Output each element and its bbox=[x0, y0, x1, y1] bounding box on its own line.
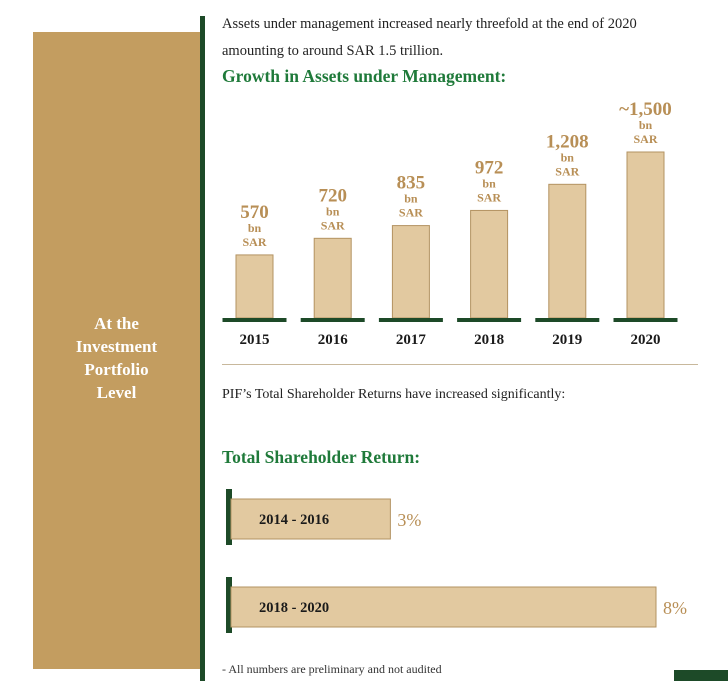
aum-category-label: 2016 bbox=[318, 332, 349, 348]
aum-chart-title: Growth in Assets under Management: bbox=[222, 66, 507, 86]
aum-unit-label: SAR bbox=[477, 190, 501, 204]
aum-unit-label: bn bbox=[326, 204, 340, 218]
aum-category-label: 2020 bbox=[631, 332, 661, 348]
aum-unit-label: SAR bbox=[555, 164, 579, 178]
tsr-bar-marker bbox=[226, 489, 232, 545]
aum-value-label: 1,208 bbox=[546, 131, 589, 152]
aum-bar bbox=[626, 151, 665, 319]
aum-baseline-segment bbox=[378, 318, 443, 322]
aum-category-label: 2018 bbox=[474, 332, 504, 348]
aum-category-label: 2017 bbox=[396, 332, 427, 348]
tsr-bar bbox=[230, 498, 391, 540]
sidebar-title-line: Level bbox=[96, 383, 137, 402]
aum-category-label: 2019 bbox=[552, 332, 582, 348]
tsr-value-label: 8% bbox=[663, 598, 687, 618]
aum-baseline-segment bbox=[535, 318, 600, 322]
aum-value-label: ~1,500 bbox=[619, 99, 672, 120]
sidebar-title: At the Investment Portfolio Level bbox=[33, 312, 200, 404]
tsr-bar-chart: 2014 - 2016 3% 2018 - 2020 8% bbox=[226, 489, 687, 633]
tsr-category-label: 2014 - 2016 bbox=[259, 512, 329, 528]
aum-unit-label: bn bbox=[482, 176, 496, 190]
intro-line-1: Assets under management increased nearly… bbox=[222, 16, 637, 32]
sidebar-title-line: Investment bbox=[75, 337, 158, 356]
sidebar-panel: At the Investment Portfolio Level bbox=[33, 32, 200, 669]
sidebar-title-line: Portfolio bbox=[84, 360, 149, 379]
aum-unit-label: SAR bbox=[399, 206, 423, 220]
aum-unit-label: bn bbox=[561, 150, 575, 164]
aum-unit-label: bn bbox=[639, 118, 653, 132]
aum-unit-label: SAR bbox=[321, 218, 345, 232]
aum-value-label: 972 bbox=[475, 157, 504, 178]
aum-baseline-segment bbox=[222, 318, 287, 322]
footnote: - All numbers are preliminary and not au… bbox=[222, 662, 442, 676]
aum-bar bbox=[391, 225, 430, 319]
aum-value-label: 720 bbox=[318, 185, 347, 206]
aum-bar bbox=[235, 254, 274, 319]
aum-unit-label: SAR bbox=[633, 132, 657, 146]
aum-bar bbox=[548, 183, 587, 319]
aum-bar-chart: 570bnSAR2015720bnSAR2016835bnSAR2017972b… bbox=[222, 99, 678, 348]
sidebar-title-line: At the bbox=[94, 314, 139, 333]
tsr-intro-text: PIF’s Total Shareholder Returns have inc… bbox=[222, 387, 566, 402]
tsr-value-label: 3% bbox=[397, 510, 421, 530]
aum-value-label: 835 bbox=[397, 173, 426, 194]
aum-baseline-segment bbox=[613, 318, 678, 322]
vertical-divider bbox=[200, 16, 205, 681]
tsr-category-label: 2018 - 2020 bbox=[259, 600, 329, 616]
aum-bar bbox=[313, 237, 352, 319]
aum-value-label: 570 bbox=[240, 202, 269, 223]
aum-bar bbox=[470, 209, 509, 319]
aum-category-label: 2015 bbox=[240, 332, 270, 348]
section-divider bbox=[222, 364, 698, 365]
intro-line-2: amounting to around SAR 1.5 trillion. bbox=[222, 43, 444, 59]
tsr-chart-title: Total Shareholder Return: bbox=[222, 447, 421, 467]
aum-unit-label: bn bbox=[248, 221, 262, 235]
aum-unit-label: bn bbox=[404, 192, 418, 206]
tsr-bar bbox=[230, 586, 657, 628]
aum-unit-label: SAR bbox=[242, 235, 266, 249]
aum-baseline-segment bbox=[300, 318, 365, 322]
intro-paragraph: Assets under management increased nearly… bbox=[222, 11, 702, 65]
corner-decoration bbox=[674, 670, 728, 681]
tsr-bar-marker bbox=[226, 577, 232, 633]
aum-baseline-segment bbox=[457, 318, 522, 322]
